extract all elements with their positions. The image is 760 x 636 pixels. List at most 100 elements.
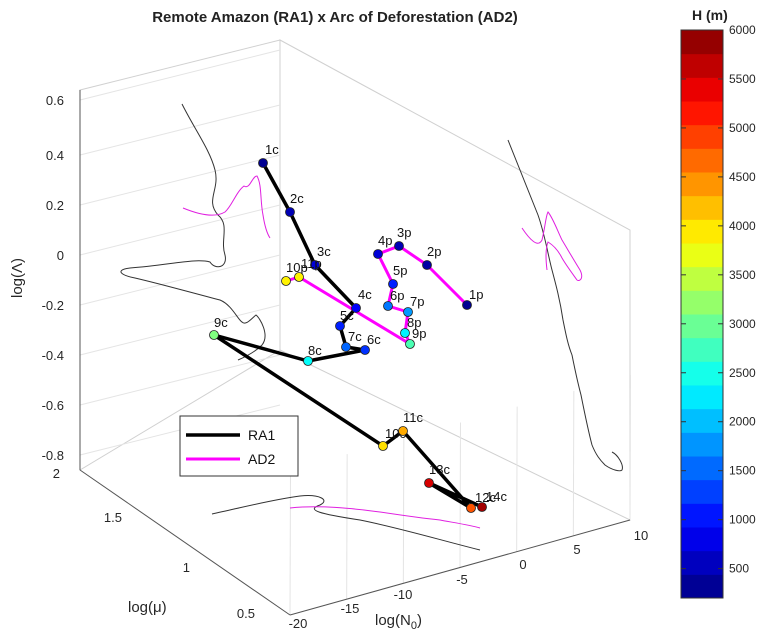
ra1-projection-right-wall <box>507 139 623 472</box>
x-axis-line <box>289 519 631 616</box>
colorbar-band <box>681 172 723 197</box>
point-label-9c: 9c <box>214 315 228 330</box>
legend-label-ad2: AD2 <box>248 451 275 467</box>
z-gridline <box>79 354 281 406</box>
point-1p <box>462 300 472 310</box>
z-gridline <box>79 49 281 101</box>
z-tick-label: -0.2 <box>42 298 64 313</box>
point-label-11p: 11p <box>301 256 322 271</box>
x-tick-label: -15 <box>341 601 360 616</box>
legend: RA1 AD2 <box>179 415 299 477</box>
colorbar-frame <box>680 29 724 599</box>
colorbar-band <box>681 361 723 386</box>
z-gridline <box>79 154 281 206</box>
point-label-6c: 6c <box>367 332 381 347</box>
colorbar-tick-label: 4000 <box>729 219 756 233</box>
colorbar-band <box>681 77 723 102</box>
z-tick-label: -0.4 <box>42 348 64 363</box>
point-9c <box>209 330 219 340</box>
point-label-8c: 8c <box>308 343 322 358</box>
x-gridline <box>572 390 575 536</box>
point-label-5p: 5p <box>393 263 407 278</box>
colorbar-tick-label: 3000 <box>729 317 756 331</box>
point-14c <box>477 502 487 512</box>
z-tick-label: 0.2 <box>46 198 64 213</box>
z-gridline <box>79 304 281 356</box>
x-gridline <box>629 374 631 521</box>
point-8p <box>400 328 410 338</box>
point-4c <box>351 303 361 313</box>
x-tick-label: -20 <box>289 616 308 631</box>
colorbar-band <box>681 124 723 149</box>
point-label-1p: 1p <box>469 287 483 302</box>
point-label-4c: 4c <box>358 287 372 302</box>
colorbar-band <box>681 479 723 504</box>
colorbar-band <box>681 195 723 220</box>
point-13c <box>424 478 434 488</box>
colorbar-band <box>681 503 723 528</box>
x-gridline <box>289 469 291 616</box>
colorbar-band <box>681 574 723 599</box>
x-tick-label: 5 <box>573 542 580 557</box>
point-label-8p: 8p <box>407 315 421 330</box>
x-gridline <box>402 438 405 584</box>
point-2p <box>422 260 432 270</box>
point-1c <box>258 158 268 168</box>
point-5p <box>388 279 398 289</box>
y-tick-label: 1.5 <box>104 510 122 525</box>
z-tick-label: -0.8 <box>42 448 64 463</box>
colorbar-tick-label: 5000 <box>729 121 756 135</box>
point-label-13c: 13c <box>429 462 450 477</box>
point-label-12c: 12c <box>475 490 496 505</box>
x-gridline <box>516 406 518 552</box>
colorbar-tick-label: 5500 <box>729 72 756 86</box>
point-label-7c: 7c <box>348 329 362 344</box>
point-2c <box>285 207 295 217</box>
x-tick-label: -5 <box>456 572 468 587</box>
legend-box <box>179 415 299 477</box>
colorbar-tick-label: 1000 <box>729 513 756 527</box>
ad2-projection-floor <box>289 506 481 529</box>
colorbar-band <box>681 243 723 268</box>
y-axis-label: log(μ) <box>128 599 167 616</box>
point-3c <box>310 260 320 270</box>
colorbar-band <box>681 527 723 552</box>
x-tick-label: -10 <box>394 587 413 602</box>
colorbar-title: H (m) <box>692 7 728 23</box>
colorbar-band <box>681 148 723 173</box>
point-label-2c: 2c <box>290 191 304 206</box>
ad2-projection-left-wall <box>182 175 271 239</box>
z-axis-label: log(Λ) <box>9 258 26 298</box>
colorbar <box>681 30 723 599</box>
point-label-1c: 1c <box>265 142 279 157</box>
point-11c <box>398 426 408 436</box>
colorbar-band <box>681 101 723 126</box>
point-6c <box>360 345 370 355</box>
point-label-10p: 10p <box>286 260 308 275</box>
projections <box>120 103 623 551</box>
point-label-7p: 7p <box>410 294 424 309</box>
point-label-11c: 11c <box>403 410 423 425</box>
z-gridline <box>79 104 281 156</box>
x-gridline <box>346 454 348 600</box>
point-10c <box>378 441 388 451</box>
colorbar-tick-label: 4500 <box>729 170 756 184</box>
tick-labels: -0.8 -0.6 -0.4 -0.2 0 0.2 0.4 0.6 0.5 1 1.5 2 -20 -15… <box>42 93 649 631</box>
y-tick-label: 1 <box>183 560 190 575</box>
colorbar-band <box>681 337 723 362</box>
z-gridline <box>79 254 281 306</box>
point-7p <box>403 307 413 317</box>
colorbar-tick-label: 3500 <box>729 268 756 282</box>
ra1-projection-left-wall <box>120 103 266 361</box>
colorbar-band <box>681 432 723 457</box>
legend-label-ra1: RA1 <box>248 427 275 443</box>
colorbar-band <box>681 456 723 481</box>
markers: 1c2c3c4c5c6c7c8c9c10c11c12c13c14c1p2p3p4… <box>209 142 507 513</box>
point-5c <box>335 321 345 331</box>
axis-lines <box>79 90 631 616</box>
colorbar-band <box>681 290 723 315</box>
colorbar-tick-label: 2500 <box>729 366 756 380</box>
colorbar-ticks: 500 1000 1500 2000 2500 3000 3500 4000 4500 5000 5… <box>681 23 756 576</box>
colorbar-band <box>681 408 723 433</box>
